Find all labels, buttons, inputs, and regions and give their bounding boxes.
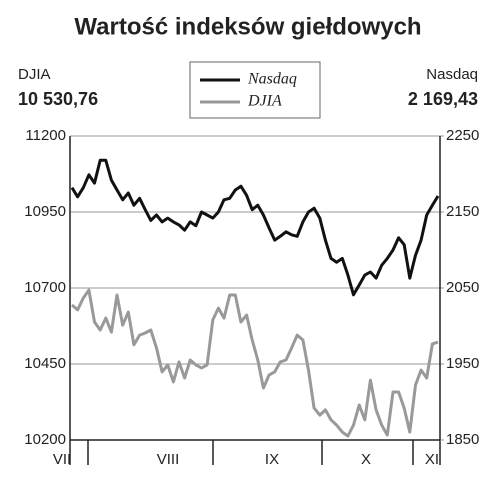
y2-tick-label: 2050 <box>446 279 479 296</box>
month-label: IX <box>265 451 279 468</box>
month-label: VII <box>53 451 71 468</box>
series-line <box>70 158 440 297</box>
legend-box <box>189 61 321 119</box>
y-tick-label: 11200 <box>25 127 66 144</box>
y2-tick-label: 1850 <box>446 431 479 448</box>
y2-tick-label: 2150 <box>446 203 479 220</box>
y-tick-label: 10700 <box>24 279 66 296</box>
y-tick-label: 10200 <box>24 431 66 448</box>
series-line <box>71 288 439 438</box>
left-value: 10 530,76 <box>18 89 98 109</box>
legend-label: Nasdaq <box>247 71 297 88</box>
month-label: X <box>361 451 371 468</box>
y-tick-label: 10950 <box>24 203 66 220</box>
y2-tick-label: 2250 <box>446 127 479 144</box>
right-value: 2 169,43 <box>408 89 478 109</box>
legend-label: DJIA <box>247 93 282 110</box>
month-label: XI <box>425 451 439 468</box>
y-tick-label: 10450 <box>24 355 66 372</box>
month-label: VIII <box>157 451 180 468</box>
right-label: Nasdaq <box>426 66 478 83</box>
y2-tick-label: 1950 <box>446 355 479 372</box>
left-label: DJIA <box>18 66 51 83</box>
chart-title: Wartość indeksów giełdowych <box>74 13 421 40</box>
